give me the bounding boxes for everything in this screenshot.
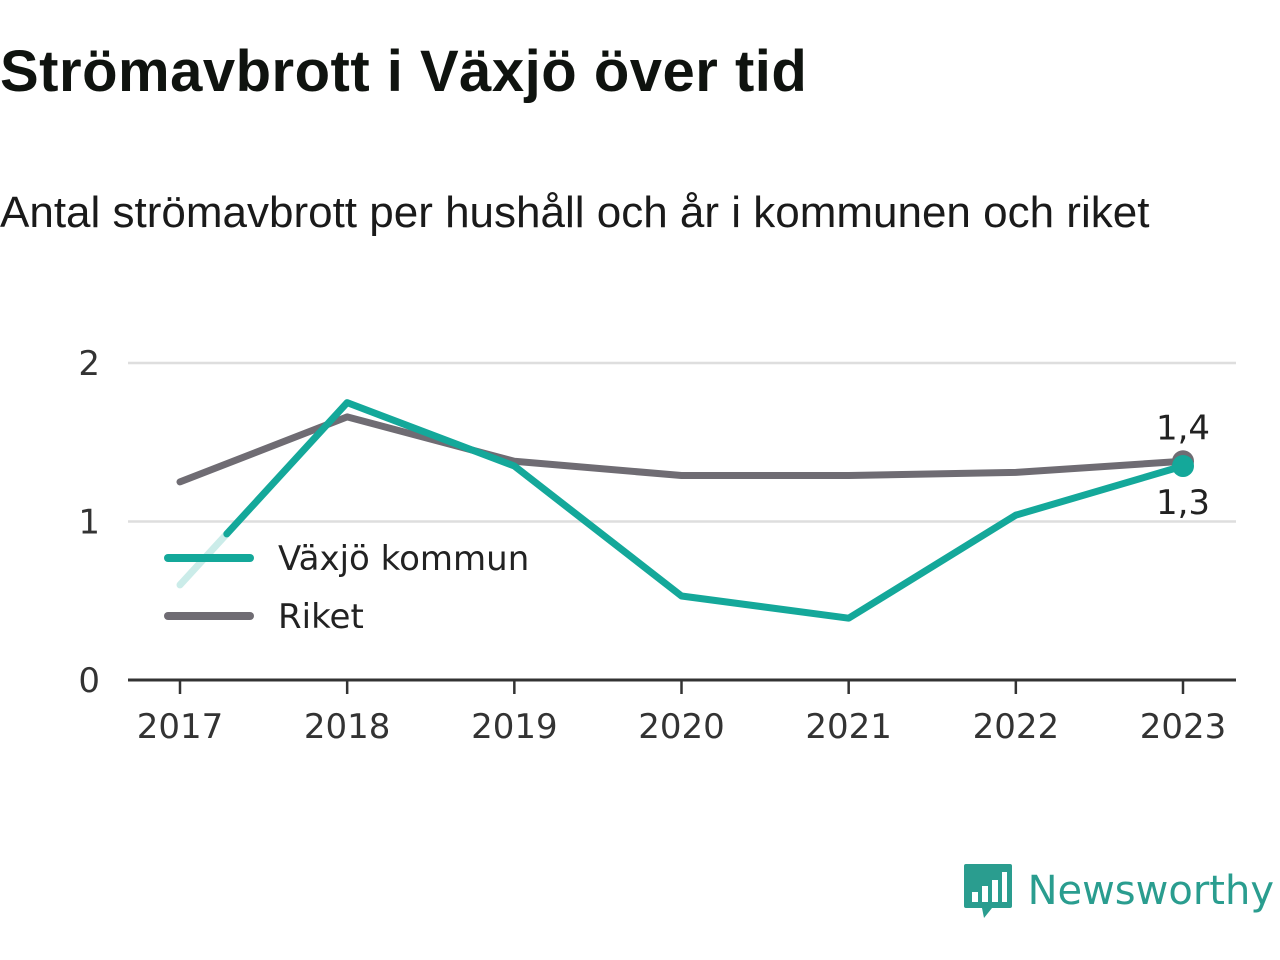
y-tick-label: 0 bbox=[78, 661, 100, 701]
chart-subtitle: Antal strömavbrott per hushåll och år i … bbox=[0, 188, 1150, 237]
brand-logo: Newsworthy bbox=[962, 862, 1274, 920]
x-tick-label: 2022 bbox=[973, 707, 1060, 747]
x-tick-label: 2017 bbox=[137, 707, 224, 747]
newsworthy-logo-icon bbox=[963, 864, 1012, 918]
x-tick-label: 2023 bbox=[1140, 707, 1227, 747]
x-tick-label: 2018 bbox=[304, 707, 391, 747]
x-tick-label: 2020 bbox=[638, 707, 725, 747]
chart-title: Strömavbrott i Växjö över tid bbox=[0, 39, 808, 104]
brand-name: Newsworthy bbox=[1027, 868, 1274, 914]
series-line-vaxjo bbox=[223, 399, 1187, 622]
end-marker-vaxjo bbox=[1172, 455, 1194, 478]
series-line-riket bbox=[176, 413, 1187, 486]
line-chart: 0 1 2 2017 2018 2019 2020 2021 2022 2023 1,4 1,3 V… bbox=[78, 344, 1236, 747]
data-label-riket: 1,4 bbox=[1156, 408, 1210, 448]
data-label-vaxjo: 1,3 bbox=[1156, 483, 1210, 523]
x-tick-label: 2021 bbox=[805, 707, 892, 747]
legend-label-riket: Riket bbox=[278, 597, 364, 637]
legend-label-vaxjo: Växjö kommun bbox=[278, 539, 529, 579]
y-tick-label: 1 bbox=[78, 503, 100, 543]
x-tick-label: 2019 bbox=[471, 707, 558, 747]
y-tick-label: 2 bbox=[78, 344, 100, 384]
